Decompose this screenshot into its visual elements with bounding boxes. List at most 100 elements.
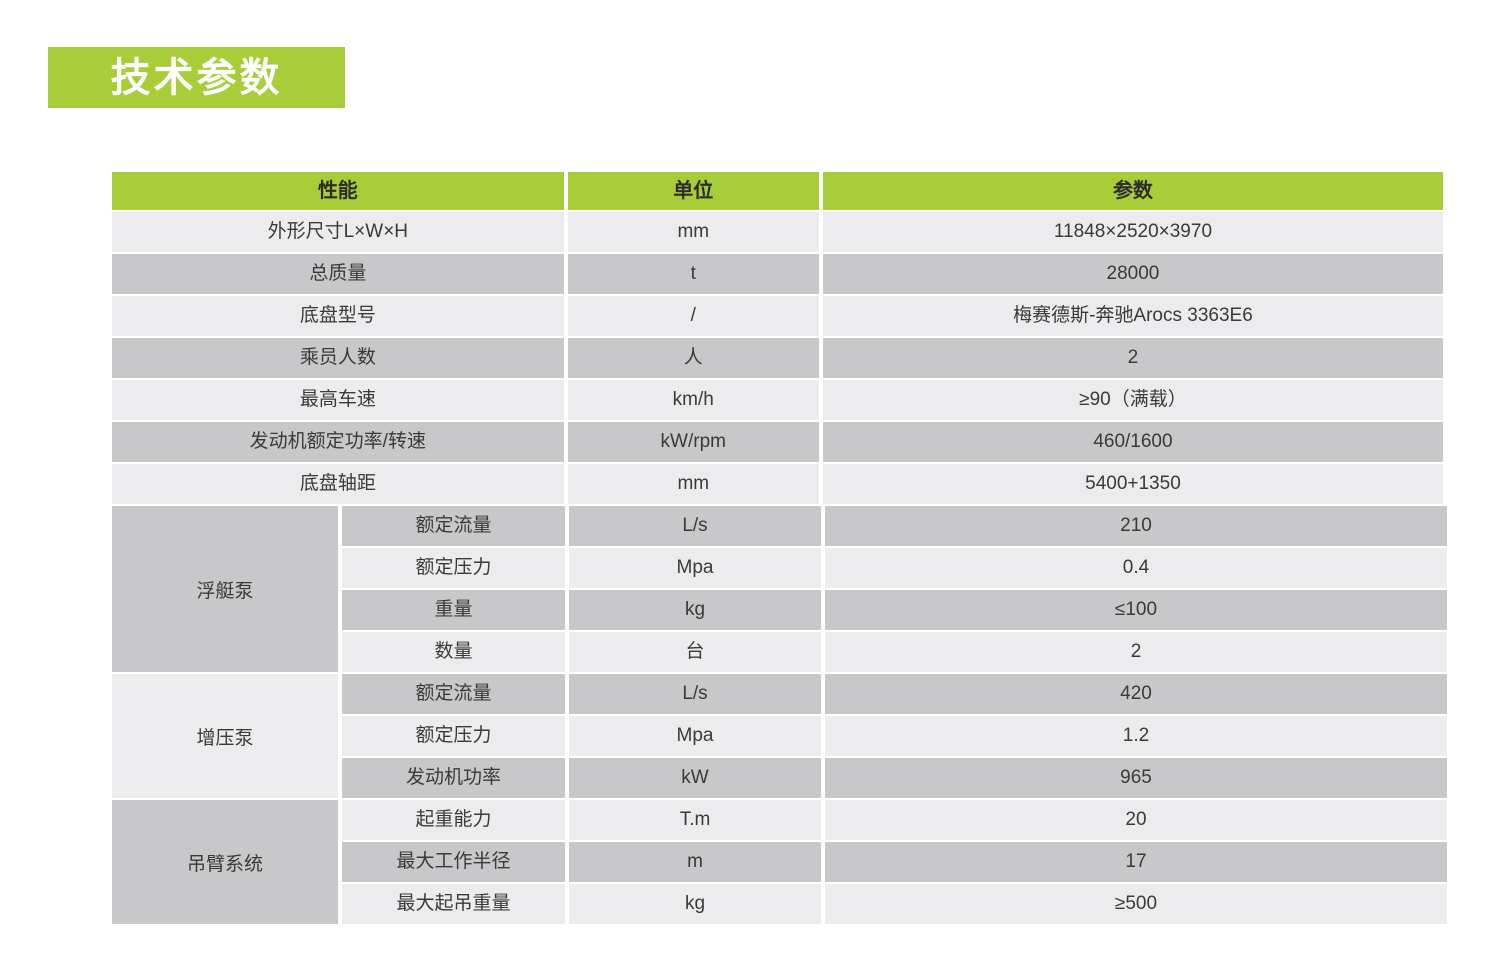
table-group: 吊臂系统 起重能力 T.m 20 最大工作半径 m 17 最大起吊重量 kg ≥500: [112, 800, 1447, 924]
group-separator: [112, 672, 1443, 674]
column-gutter: [821, 548, 825, 588]
column-gutter: [563, 464, 568, 504]
header-parameter: 参数: [822, 172, 1443, 210]
cell-sub-performance: 数量: [342, 632, 565, 672]
column-gutter: [821, 590, 825, 630]
group-separator: [112, 798, 1443, 800]
cell-performance: 外形尺寸L×W×H: [112, 212, 564, 252]
cell-unit: L/s: [569, 506, 821, 546]
simple-rows-section: 外形尺寸L×W×H mm 11848×2520×3970 总质量 t 28000 底盘型号 /…: [112, 212, 1443, 506]
cell-sub-performance: 重量: [342, 590, 565, 630]
cell-performance: 总质量: [112, 254, 564, 294]
column-gutter: [563, 338, 568, 378]
cell-parameter: 420: [825, 674, 1447, 714]
column-gutter: [821, 758, 825, 798]
cell-parameter: 梅赛德斯-奔驰Arocs 3363E6: [822, 296, 1443, 336]
column-gutter: [563, 172, 568, 210]
grouped-rows-section: 浮艇泵 额定流量 L/s 210 额定压力 Mpa 0.4 重量 kg ≤100 数量台 2 增压泵 额定…: [112, 506, 1447, 926]
row-separator: [342, 756, 1447, 758]
cell-unit: Mpa: [569, 548, 821, 588]
cell-parameter: 460/1600: [822, 422, 1443, 462]
table-row: 起重能力 T.m 20: [342, 800, 1447, 840]
page-title-banner: 技术参数: [48, 47, 345, 108]
table-row: 底盘轴距 mm 5400+1350: [112, 464, 1443, 504]
table-group: 增压泵 额定流量 L/s 420 额定压力 Mpa 1.2 发动机功率 kW 965: [112, 674, 1447, 798]
table-group: 浮艇泵 额定流量 L/s 210 额定压力 Mpa 0.4 重量 kg ≤100 数量台 2: [112, 506, 1447, 672]
table-row: 额定流量 L/s 420: [342, 674, 1447, 714]
column-gutter: [565, 800, 569, 840]
column-gutter: [818, 254, 823, 294]
cell-parameter: 5400+1350: [822, 464, 1443, 504]
column-gutter: [565, 590, 569, 630]
column-gutter: [565, 758, 569, 798]
group-row-list: 额定流量 L/s 210 额定压力 Mpa 0.4 重量 kg ≤100 数量台 2: [342, 506, 1447, 672]
cell-parameter: 965: [825, 758, 1447, 798]
cell-sub-performance: 最大起吊重量: [342, 884, 565, 924]
cell-parameter: 0.4: [825, 548, 1447, 588]
cell-parameter: ≥500: [825, 884, 1447, 924]
cell-unit: Mpa: [569, 716, 821, 756]
cell-parameter: 2: [822, 338, 1443, 378]
row-separator: [112, 252, 1443, 254]
table-row: 数量台 2: [342, 632, 1447, 672]
cell-parameter: 11848×2520×3970: [822, 212, 1443, 252]
header-performance: 性能: [112, 172, 564, 210]
column-gutter: [563, 254, 568, 294]
row-separator: [112, 462, 1443, 464]
table-row: 额定压力 Mpa 1.2: [342, 716, 1447, 756]
table-row: 外形尺寸L×W×H mm 11848×2520×3970: [112, 212, 1443, 252]
cell-unit: 人: [567, 338, 819, 378]
cell-parameter: ≤100: [825, 590, 1447, 630]
column-gutter: [818, 338, 823, 378]
column-gutter: [565, 674, 569, 714]
table-row: 重量 kg ≤100: [342, 590, 1447, 630]
row-separator: [342, 546, 1447, 548]
row-separator: [112, 294, 1443, 296]
column-gutter: [565, 632, 569, 672]
row-separator: [342, 882, 1447, 884]
row-separator: [342, 840, 1447, 842]
column-gutter: [565, 548, 569, 588]
cell-sub-performance: 额定压力: [342, 548, 565, 588]
column-gutter: [818, 380, 823, 420]
cell-performance: 乘员人数: [112, 338, 564, 378]
group-row-list: 额定流量 L/s 420 额定压力 Mpa 1.2 发动机功率 kW 965: [342, 674, 1447, 798]
table-row: 底盘型号 / 梅赛德斯-奔驰Arocs 3363E6: [112, 296, 1443, 336]
cell-sub-performance: 额定压力: [342, 716, 565, 756]
column-gutter: [821, 842, 825, 882]
cell-unit: kW/rpm: [567, 422, 819, 462]
cell-sub-performance: 最大工作半径: [342, 842, 565, 882]
row-separator: [342, 630, 1447, 632]
table-row: 发动机额定功率/转速 kW/rpm 460/1600: [112, 422, 1443, 462]
column-gutter: [563, 212, 568, 252]
cell-sub-performance: 发动机功率: [342, 758, 565, 798]
column-gutter: [565, 842, 569, 882]
cell-unit: T.m: [569, 800, 821, 840]
column-gutter: [818, 296, 823, 336]
row-separator: [112, 378, 1443, 380]
column-gutter: [338, 800, 342, 924]
cell-performance: 最高车速: [112, 380, 564, 420]
row-separator: [342, 714, 1447, 716]
page-title: 技术参数: [110, 54, 283, 101]
table-row: 额定压力 Mpa 0.4: [342, 548, 1447, 588]
column-gutter: [338, 674, 342, 798]
column-gutter: [821, 800, 825, 840]
header-unit: 单位: [567, 172, 819, 210]
cell-unit: L/s: [569, 674, 821, 714]
table-row: 总质量 t 28000: [112, 254, 1443, 294]
column-gutter: [565, 506, 569, 546]
cell-unit: mm: [567, 464, 819, 504]
column-gutter: [338, 506, 342, 672]
cell-performance: 底盘型号: [112, 296, 564, 336]
column-gutter: [565, 716, 569, 756]
column-gutter: [821, 884, 825, 924]
cell-unit: kg: [569, 884, 821, 924]
row-separator: [342, 588, 1447, 590]
table-row: 发动机功率 kW 965: [342, 758, 1447, 798]
cell-parameter: 20: [825, 800, 1447, 840]
cell-unit: /: [567, 296, 819, 336]
table-row: 最高车速 km/h ≥90（满载）: [112, 380, 1443, 420]
column-gutter: [818, 212, 823, 252]
cell-parameter: ≥90（满载）: [822, 380, 1443, 420]
